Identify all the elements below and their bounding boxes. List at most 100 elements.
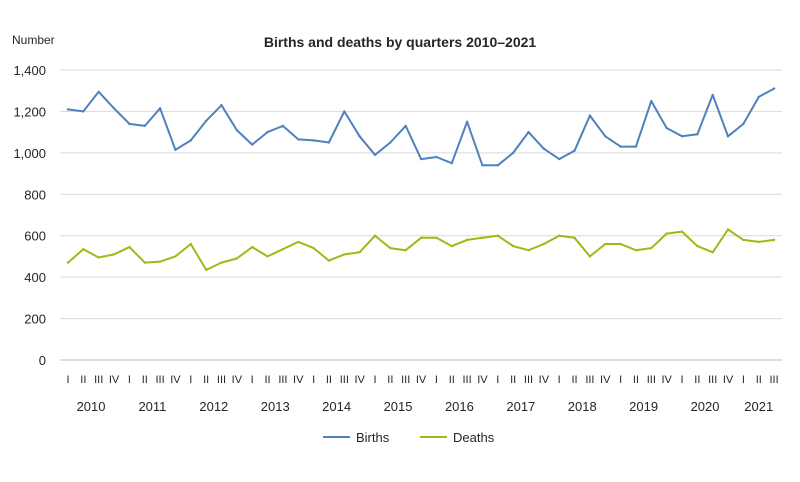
x-tick-label: I bbox=[189, 374, 192, 386]
data-point bbox=[496, 234, 499, 237]
x-year-label: 2014 bbox=[322, 399, 351, 414]
x-tick-label: I bbox=[251, 374, 254, 386]
data-point bbox=[558, 234, 561, 237]
x-tick-label: I bbox=[558, 374, 561, 386]
data-point bbox=[726, 135, 730, 138]
data-point bbox=[235, 128, 238, 132]
x-tick-label: IV bbox=[723, 374, 734, 386]
data-point bbox=[772, 87, 776, 90]
series-lines bbox=[66, 87, 776, 272]
data-point bbox=[634, 145, 638, 148]
data-point bbox=[158, 107, 162, 110]
x-year-label: 2013 bbox=[261, 399, 290, 414]
data-point bbox=[343, 253, 346, 256]
x-tick-label: I bbox=[496, 374, 499, 386]
data-point bbox=[665, 232, 668, 235]
data-point bbox=[726, 228, 730, 231]
x-tick-label: III bbox=[585, 374, 594, 386]
data-point bbox=[680, 230, 684, 233]
data-point bbox=[128, 245, 131, 249]
x-tick-label: III bbox=[770, 374, 779, 386]
y-tick-label: 400 bbox=[24, 270, 46, 285]
y-tick-label: 1,400 bbox=[13, 63, 46, 78]
data-point bbox=[373, 234, 377, 237]
x-tick-label: II bbox=[142, 374, 148, 386]
legend-item-deaths: Deaths bbox=[420, 430, 495, 445]
y-tick-label: 600 bbox=[24, 229, 46, 244]
data-point bbox=[419, 157, 423, 161]
x-tick-label: IV bbox=[170, 374, 181, 386]
data-point bbox=[711, 251, 714, 254]
x-tick-label: IV bbox=[109, 374, 120, 386]
x-tick-label: IV bbox=[661, 374, 672, 386]
data-point bbox=[757, 95, 760, 99]
x-year-label: 2017 bbox=[506, 399, 535, 414]
data-point bbox=[604, 242, 607, 246]
x-tick-label: III bbox=[94, 374, 103, 386]
data-point bbox=[312, 139, 315, 142]
data-point bbox=[128, 122, 131, 126]
data-point bbox=[189, 242, 192, 246]
x-tick-label: II bbox=[203, 374, 209, 386]
y-tick-label: 800 bbox=[24, 187, 46, 202]
x-tick-label: II bbox=[387, 374, 393, 386]
data-point bbox=[297, 240, 300, 244]
data-point bbox=[358, 251, 361, 254]
data-point bbox=[143, 261, 146, 264]
data-point bbox=[158, 260, 162, 263]
x-tick-label: III bbox=[278, 374, 287, 386]
data-point bbox=[220, 261, 223, 264]
x-year-label: 2015 bbox=[384, 399, 413, 414]
legend-label: Births bbox=[356, 430, 390, 445]
data-point bbox=[511, 151, 515, 155]
data-point bbox=[235, 257, 238, 260]
y-tick-label: 0 bbox=[39, 353, 46, 368]
data-point bbox=[97, 256, 100, 259]
series-births bbox=[66, 87, 776, 167]
x-year-label: 2020 bbox=[691, 399, 720, 414]
data-point bbox=[82, 110, 85, 113]
x-tick-label: I bbox=[680, 374, 683, 386]
x-year-label: 2011 bbox=[138, 399, 166, 414]
x-tick-label: III bbox=[647, 374, 656, 386]
data-point bbox=[450, 162, 453, 165]
data-point bbox=[588, 255, 592, 258]
x-year-label: 2010 bbox=[77, 399, 106, 414]
x-tick-label: I bbox=[619, 374, 622, 386]
x-tick-label: IV bbox=[354, 374, 365, 386]
data-point bbox=[112, 107, 116, 110]
x-tick-label: III bbox=[463, 374, 472, 386]
data-point bbox=[327, 259, 331, 262]
x-tick-label: II bbox=[633, 374, 639, 386]
data-point bbox=[757, 240, 760, 244]
x-tick-label: I bbox=[312, 374, 315, 386]
x-tick-label: III bbox=[340, 374, 349, 386]
x-tick-label: I bbox=[742, 374, 745, 386]
data-point bbox=[527, 249, 530, 252]
series-line-births bbox=[67, 87, 776, 167]
data-point bbox=[66, 108, 70, 111]
x-tick-label: II bbox=[756, 374, 762, 386]
x-axis: I II III IV I II III IV I II III IV I II III IV I II III IV… bbox=[66, 374, 778, 414]
data-point bbox=[143, 124, 146, 128]
legend-item-births: Births bbox=[323, 430, 390, 445]
data-point bbox=[205, 119, 208, 123]
data-point bbox=[665, 126, 668, 130]
x-tick-label: II bbox=[264, 374, 270, 386]
gridlines bbox=[60, 69, 782, 361]
data-point bbox=[112, 253, 116, 256]
series-deaths bbox=[66, 228, 776, 272]
x-tick-label: II bbox=[449, 374, 455, 386]
data-point bbox=[604, 135, 607, 138]
data-point bbox=[297, 138, 300, 141]
x-tick-label: IV bbox=[600, 374, 611, 386]
data-point bbox=[650, 99, 653, 103]
x-tick-label: I bbox=[128, 374, 131, 386]
data-point bbox=[205, 268, 208, 272]
data-point bbox=[251, 143, 254, 146]
x-tick-label: II bbox=[80, 374, 86, 386]
x-tick-label: II bbox=[326, 374, 332, 386]
data-point bbox=[496, 164, 499, 167]
